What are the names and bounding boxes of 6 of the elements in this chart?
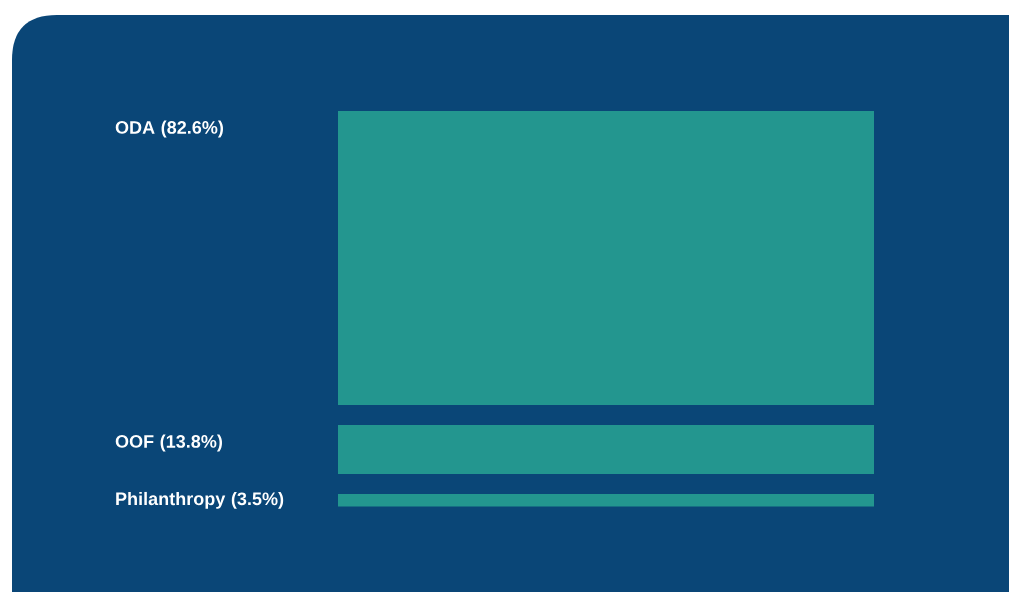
data-label: (3.5%) (231, 491, 284, 509)
data-label: (13.8%) (160, 434, 222, 452)
category-label: ODA (115, 121, 155, 134)
category-label: OOF (115, 435, 154, 448)
category-label: Philanthropy (116, 491, 226, 509)
data-label: (82.6%) (161, 120, 223, 138)
